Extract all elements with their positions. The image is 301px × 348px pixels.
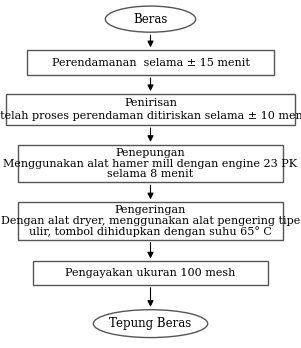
Text: Penepungan: Penepungan bbox=[116, 148, 185, 158]
Text: Menggunakan alat hamer mill dengan engine 23 PK: Menggunakan alat hamer mill dengan engin… bbox=[3, 159, 298, 168]
Text: Pengeringan: Pengeringan bbox=[115, 205, 186, 215]
Text: Tepung Beras: Tepung Beras bbox=[109, 317, 192, 330]
Text: Perendamanan  selama ± 15 menit: Perendamanan selama ± 15 menit bbox=[51, 58, 250, 68]
Text: Penirisan: Penirisan bbox=[124, 98, 177, 108]
Text: Dengan alat dryer, menggunakan alat pengering tipe: Dengan alat dryer, menggunakan alat peng… bbox=[1, 216, 300, 226]
Text: Beras: Beras bbox=[133, 13, 168, 26]
Text: Setelah proses perendaman ditiriskan selama ± 10 menit.: Setelah proses perendaman ditiriskan sel… bbox=[0, 111, 301, 121]
Text: selama 8 menit: selama 8 menit bbox=[107, 169, 194, 179]
Text: ulir, tombol dihidupkan dengan suhu 65° C: ulir, tombol dihidupkan dengan suhu 65° … bbox=[29, 226, 272, 237]
Text: Pengayakan ukuran 100 mesh: Pengayakan ukuran 100 mesh bbox=[65, 268, 236, 278]
